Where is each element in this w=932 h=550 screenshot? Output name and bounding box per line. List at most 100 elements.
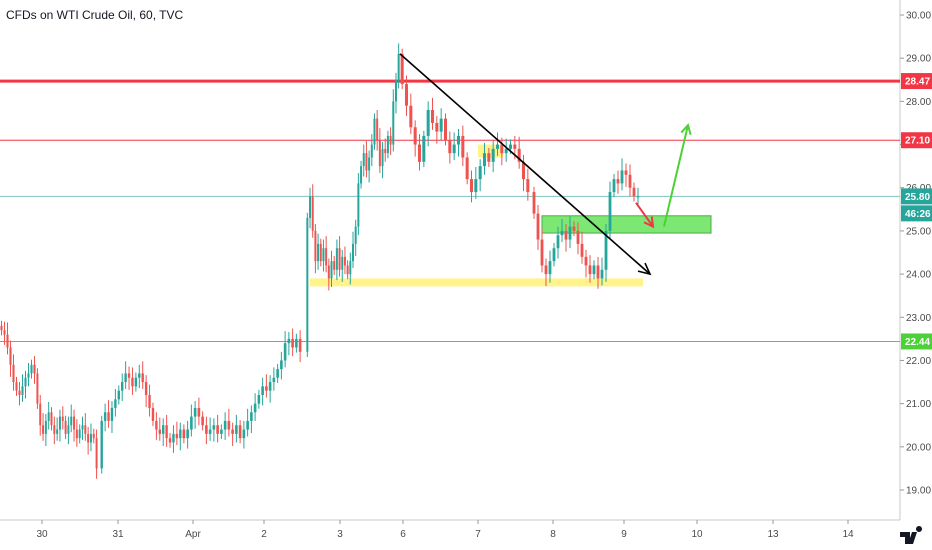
candle-body: [127, 373, 131, 378]
level-tag-text: 28.47: [905, 77, 930, 88]
candle-body: [616, 179, 620, 184]
down-arrow-head: [643, 216, 655, 229]
zone-consolidation: [478, 144, 503, 158]
time-tick-label: 9: [621, 529, 627, 540]
candle-body: [280, 360, 283, 370]
candle-body: [9, 347, 12, 365]
candle-body: [381, 148, 384, 167]
candle-body: [435, 122, 439, 132]
candle-body: [636, 196, 640, 198]
price-tick-label: 29.00: [906, 54, 931, 65]
candle-body: [103, 412, 107, 421]
price-tick-label: 22.00: [906, 356, 931, 367]
candle-body: [628, 174, 632, 188]
candle-body: [319, 243, 322, 262]
candle-body: [42, 425, 45, 434]
candle-body: [568, 226, 572, 240]
candle-body: [335, 248, 338, 270]
candle-body: [604, 230, 608, 270]
candle-body: [223, 420, 227, 430]
candle-body: [346, 265, 349, 275]
candle-body: [386, 135, 389, 154]
candle-body: [478, 166, 482, 180]
candle-body: [186, 429, 189, 439]
candle-body: [81, 425, 84, 430]
candle-body: [58, 416, 61, 430]
time-tick-label: 31: [112, 529, 124, 540]
candle-body: [343, 256, 346, 266]
candle-body: [47, 412, 50, 421]
candle-body: [560, 230, 564, 236]
candle-body: [439, 118, 443, 132]
price-tick-label: 19.00: [906, 486, 931, 497]
candle-body: [596, 265, 600, 279]
candle-body: [138, 373, 141, 378]
candle-body: [482, 153, 487, 167]
candle-body: [452, 144, 456, 154]
time-tick-label: Apr: [185, 529, 201, 540]
time-tick-label: 2: [261, 529, 267, 540]
level-tag-text: 25.80: [905, 192, 930, 203]
candle-body: [504, 148, 508, 154]
candle-body: [201, 416, 204, 426]
candle-body: [117, 390, 120, 400]
candle-body: [165, 425, 168, 439]
candle-body: [56, 429, 59, 434]
candle-body: [287, 338, 291, 344]
candle-body: [389, 135, 392, 145]
price-tick-label: 23.00: [906, 313, 931, 324]
candle-body: [317, 243, 320, 262]
candle-body: [474, 179, 478, 193]
countdown-tag: [901, 205, 932, 222]
candle-body: [314, 230, 317, 262]
candle-body: [107, 412, 110, 421]
candle-body: [517, 148, 521, 162]
candle-body: [354, 226, 357, 244]
candle-body: [197, 407, 201, 417]
candle-body: [73, 416, 76, 430]
candle-body: [257, 395, 261, 404]
candle-body: [268, 382, 272, 391]
candle-body: [144, 382, 148, 395]
candle-body: [235, 425, 238, 434]
candle-body: [306, 217, 309, 352]
candle-body: [469, 179, 474, 193]
candle-body: [124, 373, 127, 383]
candle-body: [242, 429, 246, 439]
candle-body: [3, 330, 6, 335]
level-tag-text: 22.44: [905, 337, 930, 348]
time-tick-label: 13: [767, 529, 779, 540]
candle-body: [400, 53, 404, 85]
level-tag-27.10: [901, 132, 932, 149]
candle-body: [608, 192, 612, 231]
candle-body: [540, 239, 544, 266]
chart-title: CFDs on WTI Crude Oil, 60, TVC: [6, 8, 184, 22]
candle-body: [250, 412, 253, 421]
down-arrow: [635, 202, 654, 228]
candle-body: [576, 230, 580, 244]
candle-body: [70, 416, 73, 426]
candle-body: [30, 364, 33, 374]
trendline-arrowhead: [637, 262, 652, 276]
candle-body: [265, 386, 268, 391]
candle-body: [216, 425, 219, 434]
candle-body: [620, 170, 624, 184]
candle-body: [548, 261, 552, 275]
candle-body: [162, 425, 165, 434]
trendline: [399, 53, 651, 275]
candle-body: [513, 144, 517, 149]
candle-body: [430, 110, 435, 123]
candle-body: [64, 420, 67, 434]
up-arrow-head: [680, 123, 692, 136]
countdown-text: 46:26: [905, 209, 931, 220]
candle-body: [36, 373, 39, 404]
candle-body: [89, 433, 92, 443]
time-tick-label: 14: [842, 529, 854, 540]
candle-body: [27, 373, 30, 378]
candle-body: [227, 420, 231, 430]
candle-body: [378, 140, 381, 167]
candle-body: [536, 213, 540, 240]
candle-body: [325, 248, 328, 266]
candle-body: [231, 429, 234, 434]
